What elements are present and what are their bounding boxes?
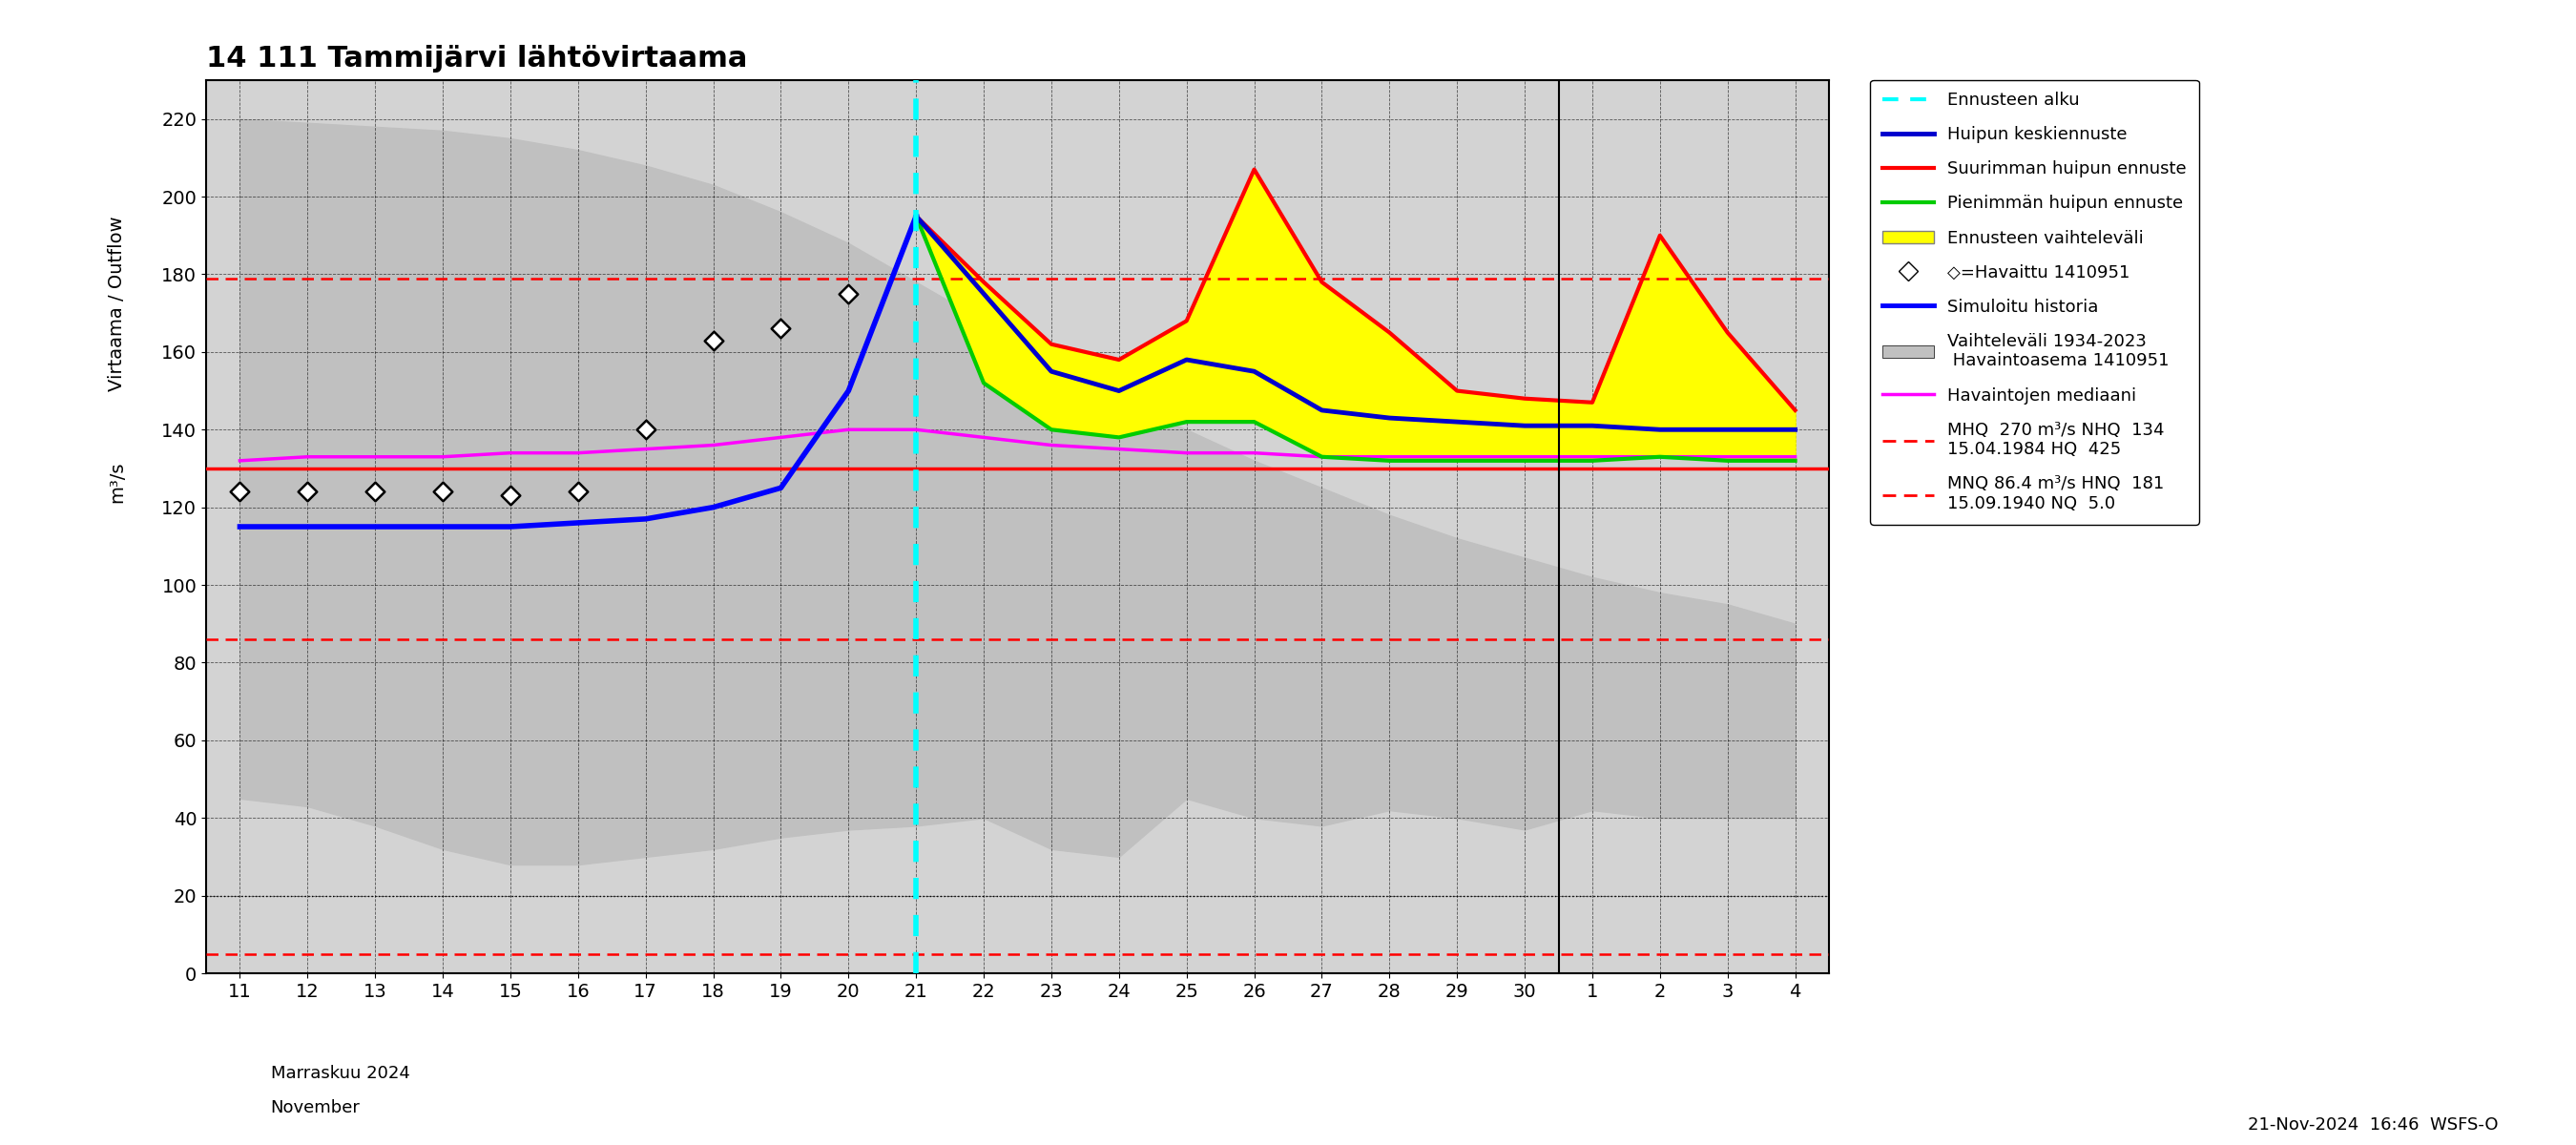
Text: 21-Nov-2024  16:46  WSFS-O: 21-Nov-2024 16:46 WSFS-O xyxy=(2249,1116,2499,1134)
Point xyxy=(760,319,801,338)
Point xyxy=(489,487,531,505)
Point xyxy=(693,331,734,349)
Point xyxy=(286,482,327,500)
Point xyxy=(355,482,397,500)
Point xyxy=(219,482,260,500)
Text: Virtaama / Outflow: Virtaama / Outflow xyxy=(108,215,126,392)
Text: Marraskuu 2024: Marraskuu 2024 xyxy=(270,1065,410,1082)
Text: m³/s: m³/s xyxy=(108,461,126,503)
Point xyxy=(422,482,464,500)
Text: November: November xyxy=(270,1099,361,1116)
Legend: Ennusteen alku, Huipun keskiennuste, Suurimman huipun ennuste, Pienimmän huipun : Ennusteen alku, Huipun keskiennuste, Suu… xyxy=(1870,80,2200,524)
Point xyxy=(556,482,598,500)
Text: 14 111 Tammijärvi lähtövirtaama: 14 111 Tammijärvi lähtövirtaama xyxy=(206,45,747,72)
Point xyxy=(626,420,667,439)
Point xyxy=(827,285,868,303)
